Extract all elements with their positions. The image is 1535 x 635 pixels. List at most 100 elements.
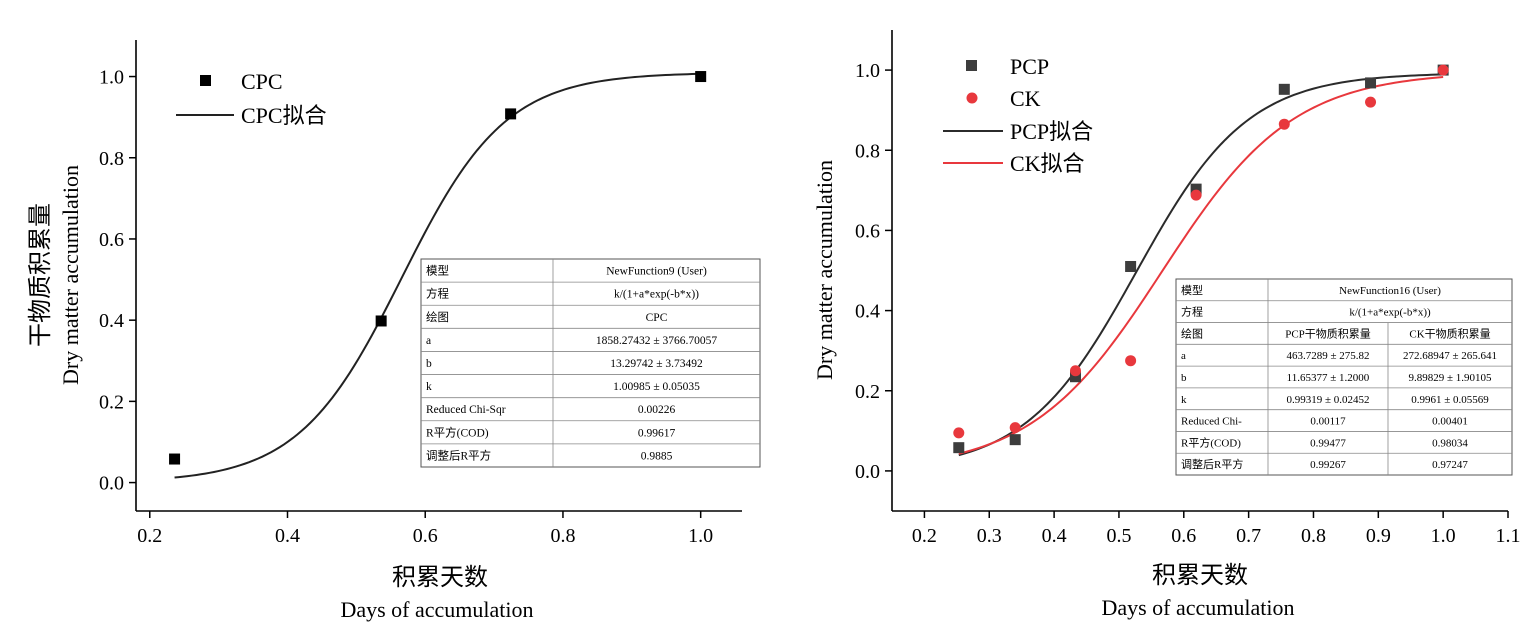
legend-label-ck-fit: CK拟合	[1010, 151, 1085, 176]
data-point-pcp	[1365, 77, 1377, 89]
data-point-cpc	[695, 71, 707, 83]
x-tick-label: 0.2	[912, 525, 937, 547]
data-point-ck	[1009, 422, 1021, 434]
chart-right-points	[953, 64, 1449, 454]
table-cell-label: 方程	[426, 287, 449, 301]
x-tick-label: 1.1	[1496, 525, 1521, 547]
chart-right-y-label-en: Dry matter accumulation	[812, 160, 837, 380]
x-tick-label: 0.6	[413, 525, 438, 547]
y-tick-label: 0.2	[855, 381, 880, 403]
data-point-ck	[1278, 118, 1290, 130]
legend-marker-cpc	[200, 75, 211, 86]
chart-left-fit-curves	[174, 72, 701, 479]
chart-left-y-label: 干物质积累量	[27, 203, 54, 347]
table-cell-label: b	[1181, 372, 1187, 384]
table-cell-value: CPC	[646, 312, 668, 324]
table-cell-label: k	[1181, 394, 1187, 406]
fit-curve-ck	[958, 76, 1444, 455]
x-tick-label: 1.0	[688, 525, 713, 547]
x-tick-label: 0.3	[977, 525, 1002, 547]
chart-left-points	[169, 71, 707, 465]
table-cell-value: 0.99267	[1310, 459, 1346, 471]
fit-curve-pcp	[958, 73, 1444, 457]
table-cell-value: 0.9885	[641, 450, 673, 462]
table-cell-value: 0.00226	[638, 404, 676, 416]
chart-left-y-ticks: 0.0 0.2 0.4 0.6 0.8 1.0	[99, 67, 136, 495]
y-tick-label: 0.0	[855, 461, 880, 483]
data-point-ck	[1070, 365, 1082, 377]
table-cell-label: Reduced Chi-	[1181, 416, 1242, 428]
chart-right: 0.2 0.3 0.4 0.5 0.6 0.7 0.8 0.9 1.0 1.1 0.0 0.2 0.4…	[812, 30, 1521, 620]
chart-left-x-ticks: 0.2 0.4 0.6 0.8 1.0	[137, 511, 713, 547]
y-tick-label: 0.0	[99, 473, 124, 495]
table-cell-value: 272.68947 ± 265.641	[1403, 350, 1497, 362]
y-tick-label: 1.0	[855, 60, 880, 82]
x-tick-label: 0.2	[137, 525, 162, 547]
table-cell-label: k	[426, 381, 432, 393]
chart-left-axes	[135, 40, 742, 512]
table-cell-label: 调整后R平方	[1181, 457, 1243, 471]
data-point-cpc	[505, 108, 517, 120]
chart-right-y-ticks: 0.0 0.2 0.4 0.6 0.8 1.0	[855, 60, 892, 483]
table-cell-label: 调整后R平方	[426, 448, 491, 462]
y-tick-label: 0.8	[99, 148, 124, 170]
data-point-ck	[1190, 189, 1202, 201]
table-frame	[420, 258, 761, 468]
data-point-pcp	[1278, 83, 1290, 95]
chart-left-legend: CPC CPC拟合	[176, 69, 327, 128]
x-tick-label: 1.0	[1431, 525, 1456, 547]
x-tick-label: 0.6	[1171, 525, 1196, 547]
x-tick-label: 0.7	[1236, 525, 1261, 547]
fit-curve-cpc	[174, 72, 701, 479]
table-cell-value: PCP干物质积累量	[1285, 326, 1371, 340]
table-cell-value: CK干物质积累量	[1409, 326, 1490, 340]
table-cell-value: 0.98034	[1432, 437, 1468, 449]
data-point-ck	[953, 427, 965, 439]
chart-left: 0.2 0.4 0.6 0.8 1.0 0.0 0.2 0.4 0.6 0.8 1.0 CPC C…	[27, 40, 761, 622]
legend-label-pcp: PCP	[1010, 54, 1049, 79]
data-point-cpc	[375, 315, 387, 327]
table-cell-value: 0.9961 ± 0.05569	[1411, 394, 1489, 406]
chart-right-x-label-en: Days of accumulation	[1101, 595, 1294, 620]
chart-right-fit-curves	[958, 73, 1444, 457]
table-cell-label: 模型	[426, 264, 449, 278]
chart-right-x-label: 积累天数	[1152, 562, 1248, 589]
table-cell-value: 0.00401	[1432, 416, 1468, 428]
chart-left-x-label-en: Days of accumulation	[340, 597, 533, 622]
data-point-ck	[1365, 96, 1377, 108]
legend-label-pcp-fit: PCP拟合	[1010, 119, 1093, 144]
table-cell-label: b	[426, 358, 432, 370]
x-tick-label: 0.4	[275, 525, 300, 547]
table-cell-value: 11.65377 ± 1.2000	[1287, 372, 1370, 384]
y-tick-label: 1.0	[99, 67, 124, 89]
table-cell-value: 0.99319 ± 0.02452	[1286, 394, 1369, 406]
table-cell-value: 9.89829 ± 1.90105	[1408, 372, 1492, 384]
data-point-pcp	[953, 442, 965, 454]
y-tick-label: 0.6	[99, 229, 124, 251]
table-cell-label: Reduced Chi-Sqr	[426, 404, 506, 416]
table-cell-value: 0.00117	[1310, 416, 1346, 428]
table-cell-label: a	[1181, 350, 1186, 362]
table-cell-value: 0.97247	[1432, 459, 1468, 471]
table-cell-value: 463.7289 ± 275.82	[1286, 350, 1369, 362]
table-cell-value: 0.99617	[638, 427, 676, 439]
x-tick-label: 0.8	[550, 525, 575, 547]
chart-right-axes	[891, 30, 1508, 512]
table-cell-value: 13.29742 ± 3.73492	[610, 358, 703, 370]
data-point-pcp	[1009, 434, 1021, 446]
y-tick-label: 0.4	[855, 301, 880, 323]
table-cell-value: k/(1+a*exp(-b*x))	[1349, 307, 1431, 319]
table-cell-label: 绘图	[1181, 326, 1203, 340]
x-tick-label: 0.8	[1301, 525, 1326, 547]
data-point-pcp	[1125, 260, 1137, 272]
chart-right-legend: PCP CK PCP拟合 CK拟合	[943, 54, 1093, 176]
y-tick-label: 0.2	[99, 391, 124, 413]
table-cell-value: 1.00985 ± 0.05035	[613, 381, 700, 393]
chart-right-fit-table: 模型 NewFunction16 (User) 方程 k/(1+a*exp(-b*x)…	[1175, 278, 1513, 476]
data-point-cpc	[169, 453, 181, 465]
y-tick-label: 0.6	[855, 220, 880, 242]
table-cell-label: 绘图	[426, 310, 449, 324]
data-point-pcp	[1190, 183, 1202, 195]
x-tick-label: 0.9	[1366, 525, 1391, 547]
data-point-ck	[1437, 64, 1449, 76]
